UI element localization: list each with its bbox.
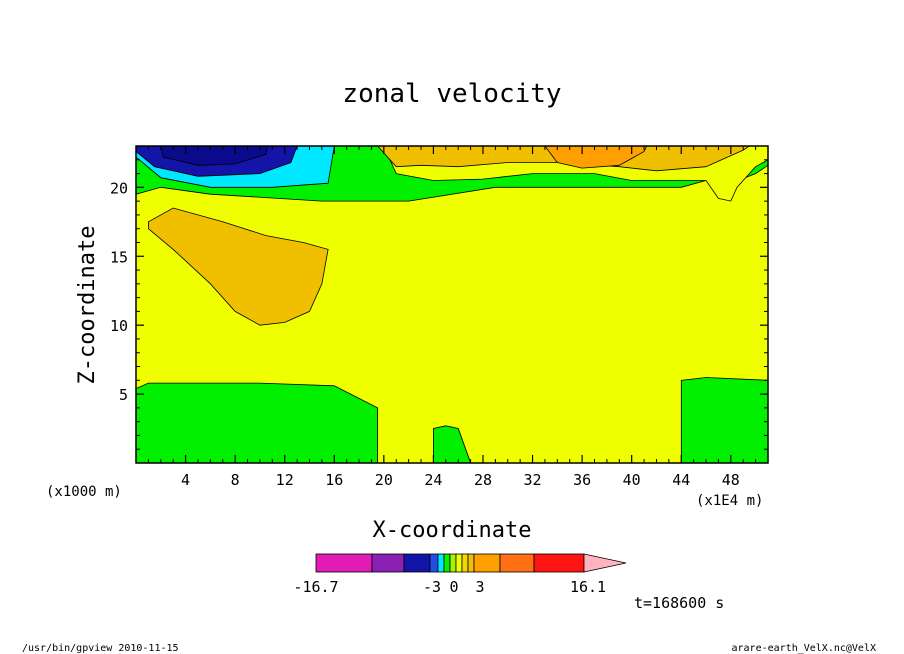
colorbar-segment bbox=[455, 553, 463, 573]
x-tick-label: 28 bbox=[474, 471, 492, 489]
colorbar-label: 3 bbox=[475, 578, 484, 596]
x-tick-label: 32 bbox=[524, 471, 542, 489]
colorbar-extension bbox=[583, 553, 627, 573]
colorbar-segment bbox=[403, 553, 431, 573]
x-tick-label: 4 bbox=[181, 471, 190, 489]
y-tick-label: 5 bbox=[119, 386, 128, 404]
y-axis-unit: (x1000 m) bbox=[46, 484, 122, 500]
colorbar-segment bbox=[443, 553, 451, 573]
contour-region-3 bbox=[160, 146, 268, 166]
colorbar-segment bbox=[499, 553, 535, 573]
colorbar-label: 16.1 bbox=[570, 578, 606, 596]
contour-region-10 bbox=[432, 425, 472, 463]
x-tick-label: 44 bbox=[672, 471, 690, 489]
x-axis-label: X-coordinate bbox=[373, 518, 532, 543]
colorbar-segment bbox=[429, 553, 439, 573]
x-tick-label: 40 bbox=[623, 471, 641, 489]
colorbar bbox=[315, 553, 627, 573]
chart-title: zonal velocity bbox=[342, 79, 561, 109]
source-label: arare-earth_VelX.nc@VelX bbox=[732, 643, 877, 654]
colorbar-label: -3 bbox=[423, 578, 441, 596]
contour-region-7 bbox=[147, 207, 329, 326]
x-tick-label: 16 bbox=[325, 471, 343, 489]
colorbar-segment bbox=[449, 553, 457, 573]
x-tick-label: 36 bbox=[573, 471, 591, 489]
time-label: t=168600 s bbox=[634, 594, 724, 612]
colorbar-segment bbox=[533, 553, 585, 573]
contour-region-5 bbox=[136, 164, 768, 463]
colorbar-segment bbox=[371, 553, 405, 573]
colorbar-segment bbox=[467, 553, 475, 573]
colorbar-segment bbox=[437, 553, 445, 573]
program-label: /usr/bin/gpview 2010-11-15 bbox=[22, 643, 179, 654]
colorbar-label: 0 bbox=[449, 578, 458, 596]
y-tick-label: 15 bbox=[110, 248, 128, 266]
x-tick-label: 8 bbox=[231, 471, 240, 489]
y-tick-label: 20 bbox=[110, 179, 128, 197]
y-axis-label: Z-coordinate bbox=[75, 226, 100, 385]
contour-region-9 bbox=[544, 146, 648, 169]
plot-frame bbox=[135, 145, 769, 464]
x-tick-label: 12 bbox=[276, 471, 294, 489]
colorbar-segment bbox=[461, 553, 469, 573]
colorbar-label: -16.7 bbox=[293, 578, 338, 596]
x-tick-label: 20 bbox=[375, 471, 393, 489]
x-axis-unit: (x1E4 m) bbox=[696, 493, 763, 509]
x-tick-label: 24 bbox=[424, 471, 442, 489]
colorbar-segment bbox=[315, 553, 373, 573]
y-tick-label: 10 bbox=[110, 317, 128, 335]
x-tick-label: 48 bbox=[722, 471, 740, 489]
colorbar-segment bbox=[473, 553, 501, 573]
